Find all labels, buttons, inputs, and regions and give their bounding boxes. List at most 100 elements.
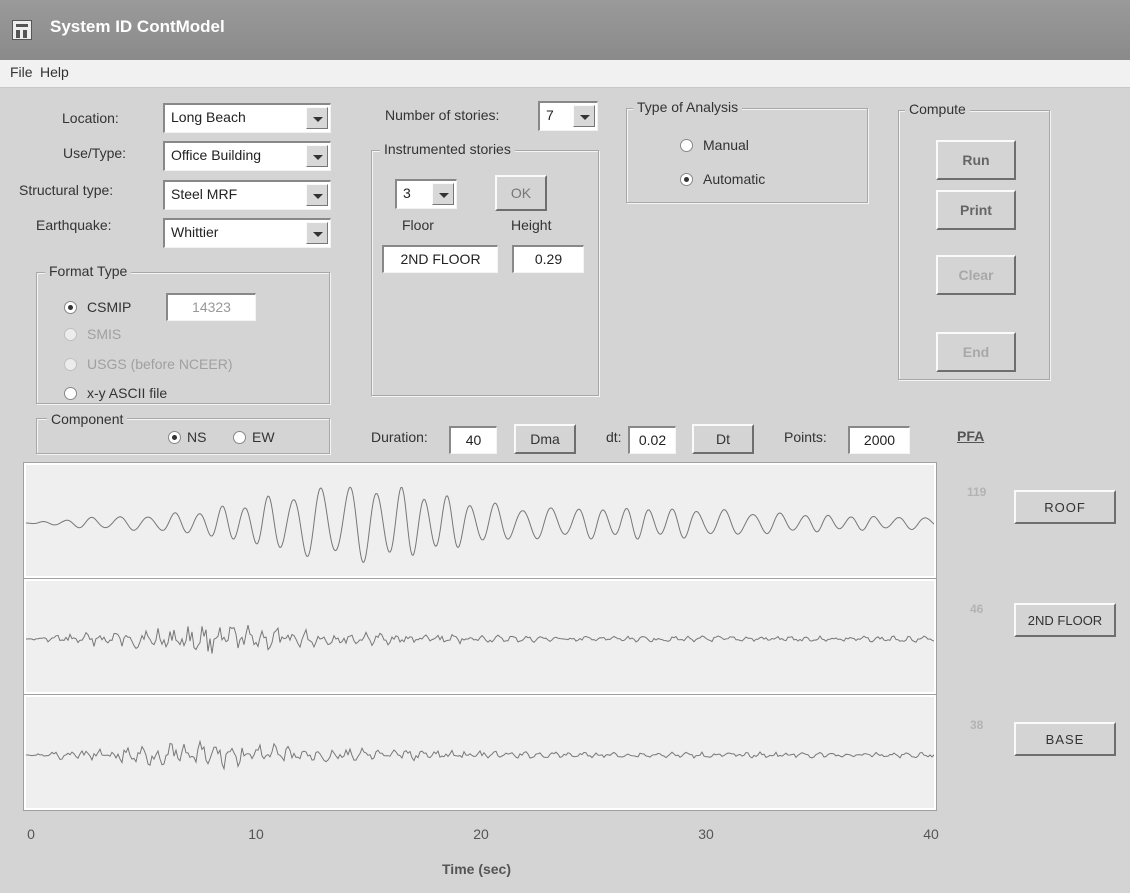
location-label: Location: — [62, 110, 119, 126]
number-of-stories-value: 7 — [546, 107, 554, 123]
pfa-title: PFA — [957, 428, 985, 444]
pfa-value-roof: 119 — [967, 485, 987, 499]
analysis-type-group: Type of Analysis — [626, 99, 868, 203]
chevron-down-icon[interactable] — [573, 105, 595, 127]
compute-group: Compute — [898, 101, 1050, 380]
2nd-floor-waveform-svg — [26, 624, 934, 654]
menu-help[interactable]: Help — [40, 64, 69, 80]
roof-waveform-svg — [26, 486, 934, 564]
number-of-stories-label: Number of stories: — [385, 107, 500, 123]
number-of-stories-select[interactable]: 7 — [538, 101, 598, 131]
chevron-down-icon[interactable] — [432, 183, 454, 205]
component-title: Component — [47, 411, 128, 427]
app-icon — [12, 20, 32, 40]
menu-file[interactable]: File — [10, 64, 33, 80]
structural-type-value: Steel MRF — [171, 186, 238, 202]
location-select[interactable]: Long Beach — [163, 103, 331, 133]
radio-icon — [64, 386, 77, 400]
format-type-title: Format Type — [45, 263, 132, 279]
dt-button[interactable]: Dt — [692, 424, 754, 454]
instrumented-stories-group: Instrumented stories — [371, 141, 599, 396]
radio-selected-icon — [168, 430, 181, 444]
title-bar[interactable] — [0, 0, 1130, 60]
print-button[interactable]: Print — [936, 190, 1016, 230]
analysis-manual-radio[interactable]: Manual — [680, 137, 749, 153]
analysis-automatic-radio[interactable]: Automatic — [680, 171, 765, 187]
earthquake-select[interactable]: Whittier — [163, 218, 331, 248]
format-usgs-radio[interactable]: USGS (before NCEER) — [64, 356, 232, 372]
plot-2nd-floor — [24, 579, 936, 694]
points-label: Points: — [784, 429, 827, 445]
use-type-label: Use/Type: — [63, 145, 127, 161]
roof-waveform — [26, 486, 934, 564]
ok-button[interactable]: OK — [495, 175, 547, 211]
plot-base — [24, 695, 936, 810]
location-value: Long Beach — [171, 109, 246, 125]
pfa-value-2nd-floor: 46 — [970, 602, 984, 616]
x-tick-label: 20 — [473, 826, 489, 842]
chevron-down-icon[interactable] — [306, 184, 328, 206]
dma-button[interactable]: Dma — [514, 424, 576, 454]
instrumented-count-select[interactable]: 3 — [395, 179, 457, 209]
earthquake-value: Whittier — [171, 224, 219, 240]
floor-label: Floor — [402, 217, 434, 233]
height-field[interactable]: 0.29 — [512, 245, 584, 273]
x-axis-label: Time (sec) — [442, 861, 511, 877]
radio-icon — [64, 357, 77, 371]
compute-title: Compute — [905, 101, 970, 117]
structural-type-label: Structural type: — [19, 182, 114, 198]
structural-type-select[interactable]: Steel MRF — [163, 180, 331, 210]
chevron-down-icon[interactable] — [306, 145, 328, 167]
instrumented-count-value: 3 — [403, 185, 411, 201]
x-tick-label: 30 — [698, 826, 714, 842]
chevron-down-icon[interactable] — [306, 107, 328, 129]
menu-bar: File Help — [0, 60, 1130, 88]
format-ascii-label: x-y ASCII file — [87, 385, 168, 401]
clear-button[interactable]: Clear — [936, 255, 1016, 295]
base-button[interactable]: BASE — [1014, 722, 1116, 756]
end-button[interactable]: End — [936, 332, 1016, 372]
component-ew-label: EW — [252, 429, 275, 445]
x-tick-label: 0 — [27, 826, 35, 842]
2nd-floor-button[interactable]: 2ND FLOOR — [1014, 603, 1116, 637]
dt-field[interactable]: 0.02 — [628, 426, 676, 454]
component-ew-radio[interactable]: EW — [233, 429, 275, 445]
x-tick-label: 40 — [923, 826, 939, 842]
radio-icon — [233, 430, 246, 444]
dt-label: dt: — [606, 429, 622, 445]
plot-roof — [24, 463, 936, 578]
radio-icon — [64, 327, 77, 341]
use-type-select[interactable]: Office Building — [163, 141, 331, 171]
chevron-down-icon[interactable] — [306, 222, 328, 244]
radio-selected-icon — [64, 300, 77, 314]
format-type-group: Format Type — [36, 263, 330, 404]
component-ns-radio[interactable]: NS — [168, 429, 206, 445]
station-number-field[interactable]: 14323 — [166, 293, 256, 321]
floor-field[interactable]: 2ND FLOOR — [382, 245, 498, 273]
format-csmip-radio[interactable]: CSMIP — [64, 299, 131, 315]
use-type-value: Office Building — [171, 147, 262, 163]
format-csmip-label: CSMIP — [87, 299, 132, 315]
duration-label: Duration: — [371, 429, 428, 445]
analysis-automatic-label: Automatic — [703, 171, 766, 187]
component-group: Component — [36, 411, 330, 454]
format-usgs-label: USGS (before NCEER) — [87, 356, 233, 372]
points-field[interactable]: 2000 — [848, 426, 910, 454]
base-waveform — [26, 739, 934, 771]
pfa-value-base: 38 — [970, 718, 984, 732]
height-label: Height — [511, 217, 552, 233]
analysis-manual-label: Manual — [703, 137, 749, 153]
format-ascii-radio[interactable]: x-y ASCII file — [64, 385, 167, 401]
x-tick-label: 10 — [248, 826, 264, 842]
component-ns-label: NS — [187, 429, 207, 445]
earthquake-label: Earthquake: — [36, 217, 112, 233]
instrumented-stories-title: Instrumented stories — [380, 141, 515, 157]
2nd-floor-waveform — [26, 624, 934, 654]
analysis-type-title: Type of Analysis — [633, 99, 743, 115]
roof-button[interactable]: ROOF — [1014, 490, 1116, 524]
run-button[interactable]: Run — [936, 140, 1016, 180]
format-smis-radio[interactable]: SMIS — [64, 326, 121, 342]
duration-field[interactable]: 40 — [449, 426, 497, 454]
radio-selected-icon — [680, 172, 693, 186]
format-smis-label: SMIS — [87, 326, 122, 342]
